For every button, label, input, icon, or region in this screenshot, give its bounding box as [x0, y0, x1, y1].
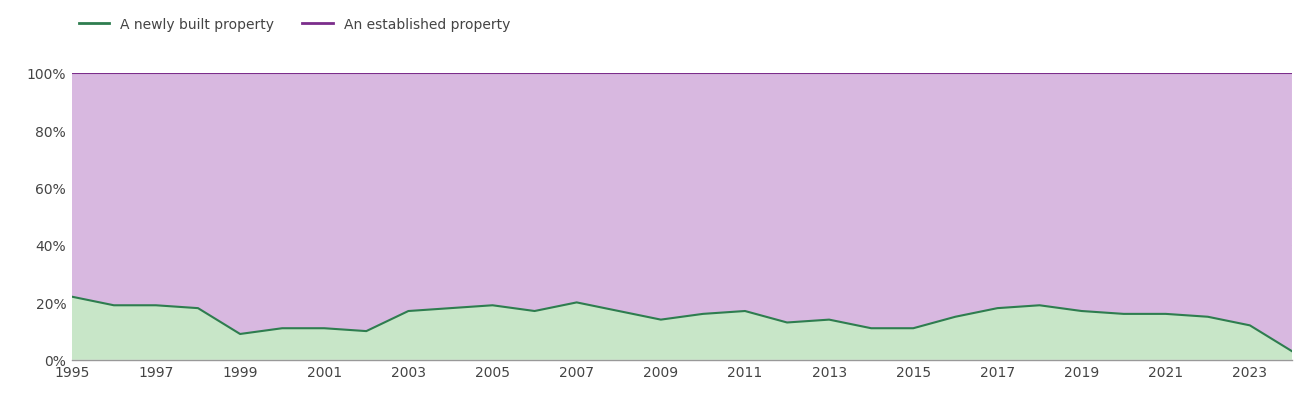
- Legend: A newly built property, An established property: A newly built property, An established p…: [78, 18, 510, 32]
